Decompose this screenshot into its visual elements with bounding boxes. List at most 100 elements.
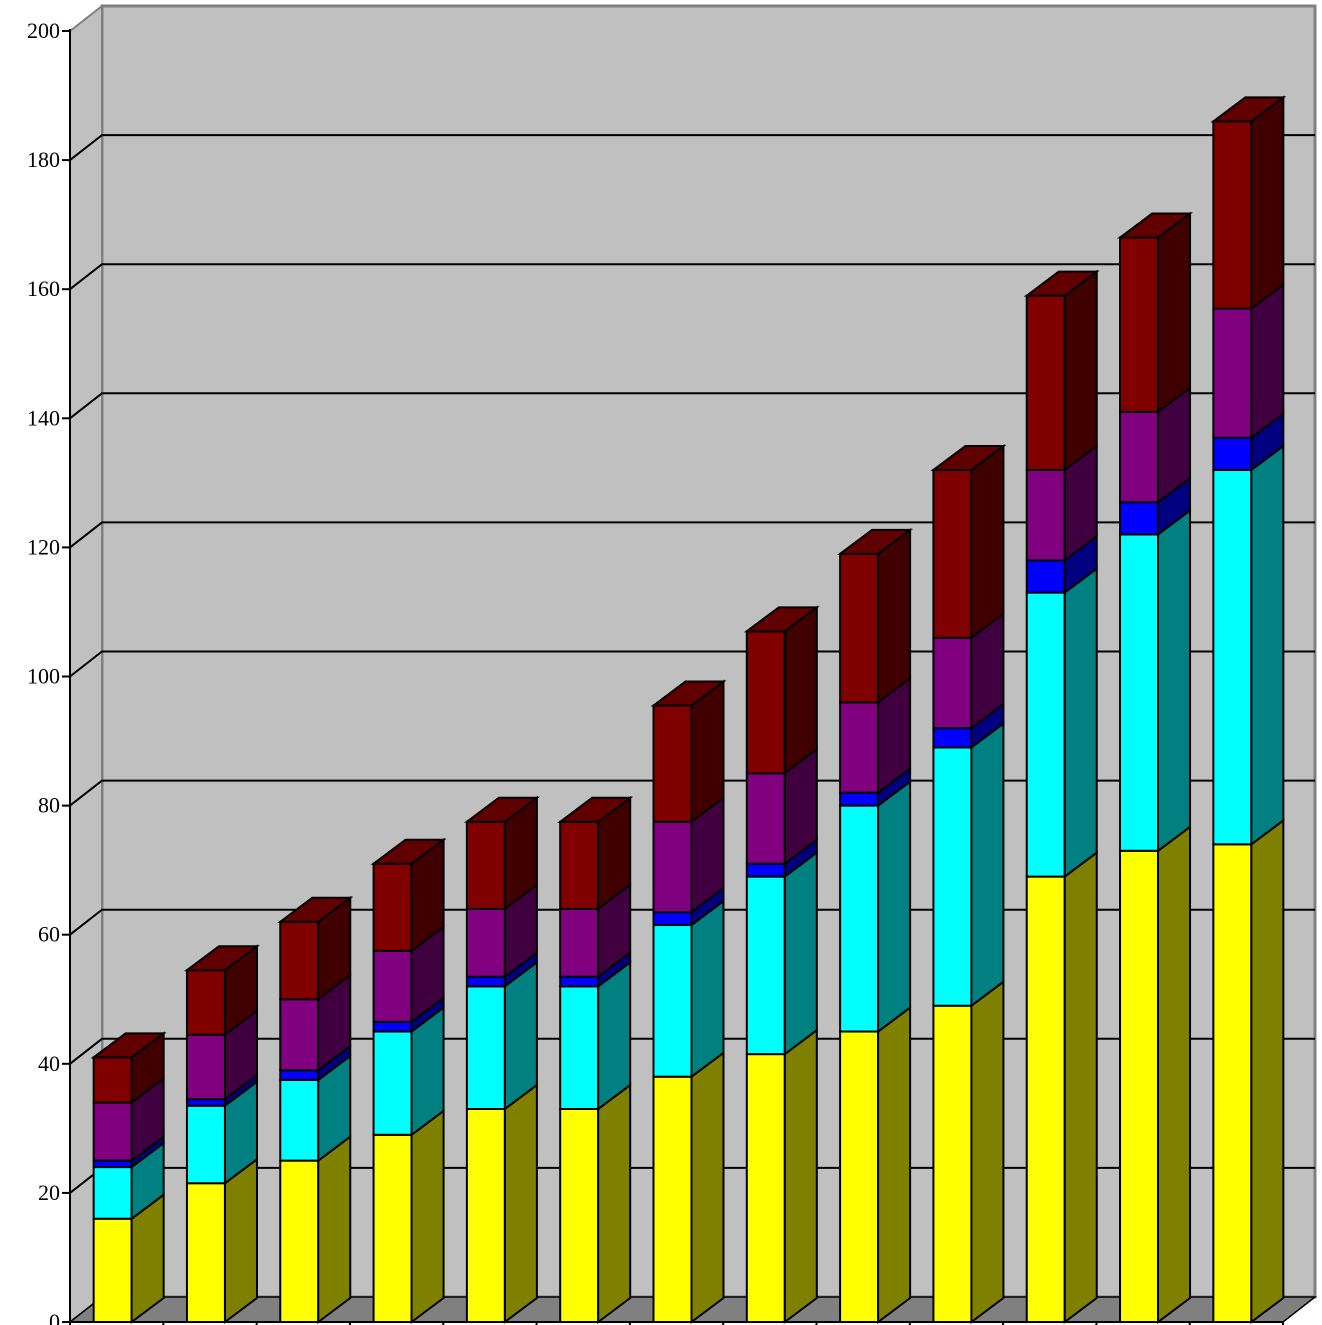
bar-front [932,746,973,1007]
bar-front [185,1104,226,1185]
y-tick-label: 120 [27,534,60,559]
y-tick-label: 20 [38,1180,60,1205]
bar-side [1063,850,1098,1324]
bar-front [92,1056,133,1104]
bar-front [279,920,320,1001]
bar-segment [1212,818,1285,1324]
bar-segment [92,1076,165,1163]
bar-front [372,949,413,1023]
bar-front [279,1078,320,1162]
bar-front [745,630,786,775]
bar-segment [1117,211,1194,414]
y-axis: 0 20 40 60 80 100 120 140 160 180 200 [27,18,1284,1325]
bar-front [92,1101,133,1162]
bar-segment [837,527,914,705]
bar-front [92,1166,133,1220]
bar-segment [652,795,725,915]
bar-segment [277,895,354,1002]
bar-front [465,907,506,978]
bar-segment [463,795,540,911]
bar-segment [559,1082,632,1324]
bar-front [279,998,320,1072]
bar-top [463,796,540,823]
bar-front [745,1053,786,1324]
bar-front [839,552,880,704]
bar-front [92,1217,133,1323]
bar-front [372,1020,413,1033]
bar-segment [745,837,818,879]
bar-segment [183,944,260,1037]
bar-front [1119,533,1160,852]
bar-side [877,779,912,1034]
bar-side [783,605,818,776]
bar-top [650,680,727,707]
bar-segment [839,1005,912,1324]
bar-segment [1023,269,1100,472]
bar-front [1025,294,1066,471]
bar-segment [652,1050,725,1324]
bar-front [1119,236,1160,413]
bar-front [559,975,600,988]
bar-side [1063,566,1098,879]
bar-front [1025,468,1066,562]
bar-segment [1210,95,1287,311]
bar-segment [92,1192,165,1324]
bar-segment [559,882,632,979]
bar-front [839,804,880,1033]
bar-front [1119,410,1160,504]
bar-top [1023,270,1100,297]
bar-front [652,911,693,927]
bar-segment [465,960,538,1111]
bar-segment [90,1031,167,1105]
bar-front [932,1004,973,1324]
bar-front [1119,501,1160,536]
bar-segment [370,837,447,953]
bar-segment [1119,385,1192,505]
bar-side [1157,211,1192,414]
bar-segment [1119,508,1192,853]
bar-side [1157,508,1192,853]
bar-side [970,721,1005,1008]
y-tick-label: 0 [49,1309,60,1325]
bar-top [930,444,1007,471]
bar-side [783,1028,818,1324]
bar-side [223,1157,258,1324]
bar-top [277,896,354,923]
bar-side [970,979,1005,1324]
bar-side [1063,269,1098,472]
gridline [69,134,1315,161]
bar-side [503,960,538,1111]
bar-segment [839,779,912,1034]
bar-segment [279,1053,352,1163]
bar-front [745,862,786,878]
bar-side [970,443,1005,640]
bar-top [183,945,260,972]
bar-segment [1212,443,1285,847]
bar-front [185,1182,226,1324]
bar-segment [1025,566,1098,879]
bar-front [279,1159,320,1323]
bar-front [839,1030,880,1324]
bar-front [279,1069,320,1081]
bar-segment [185,1079,258,1186]
bar-front [372,1133,413,1324]
bar-front [1025,591,1066,878]
bar-segment [743,605,820,776]
bar-segment [1025,534,1098,595]
y-tick-label: 60 [38,922,60,947]
bar-side [1250,95,1285,311]
bar-front [652,704,693,823]
bar-top [1210,96,1287,123]
bar-front [559,907,600,978]
bar-front [1025,875,1066,1323]
bar-segment [279,1134,352,1324]
bar-segment [1025,850,1098,1324]
bar-segment [650,679,727,824]
y-tick-label: 100 [27,664,60,689]
y-tick-label: 180 [27,147,60,172]
bar-segment [465,882,538,979]
bar-front [1212,843,1253,1324]
bar-front [1119,849,1160,1323]
bar-segment [932,702,1005,750]
